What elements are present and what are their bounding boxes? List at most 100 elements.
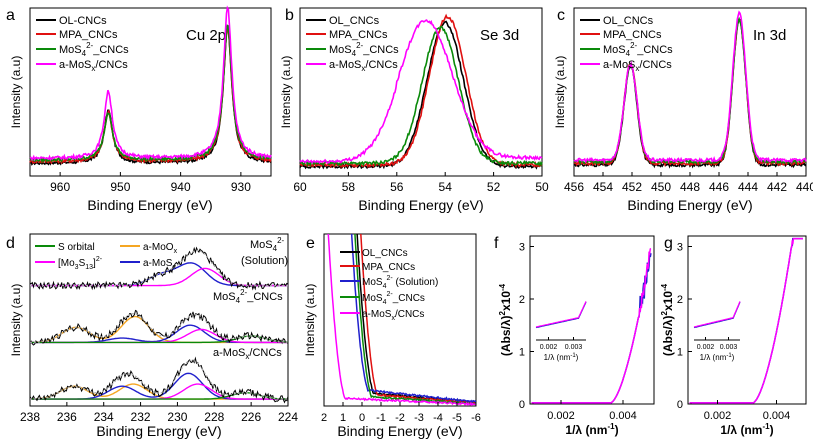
panel-e-ylabel: Intensity (a.u) — [303, 284, 317, 357]
legend-amosx: a-MoSx/CNCs — [362, 309, 424, 322]
spectrum-label-mos4-cncs: MoS42-_CNCs — [213, 288, 283, 305]
x-tick-label: 444 — [738, 180, 758, 194]
panel-label-g: g — [664, 235, 673, 252]
panel-e-ticks: 2 1 0 -1 -2 -3 -4 -5 -6 — [321, 402, 481, 424]
spectrum-label-amosx: a-MoSx/CNCs — [213, 347, 282, 361]
panel-a-xlabel: Binding Energy (eV) — [87, 197, 212, 213]
raw-spectrum — [29, 356, 289, 404]
x-tick-label: 0.004 — [763, 410, 791, 422]
legend-mpa: MPA_CNCs — [362, 262, 415, 273]
panel-b-frame — [299, 7, 543, 177]
panel-c-ticks: 456 454 452 450 448 446 444 442 440 — [564, 172, 813, 194]
inset-series-line — [693, 301, 741, 328]
series-line — [689, 237, 803, 404]
x-tick-label: 452 — [622, 180, 642, 194]
x-tick-label: -2 — [395, 412, 405, 424]
x-tick-label: 56 — [390, 180, 404, 194]
x-tick-label: 950 — [110, 180, 130, 194]
panel-g-curves: 0.002 0.003 1/λ (nm-1) — [689, 237, 803, 404]
inset-tick-label: 0.003 — [565, 344, 583, 351]
legend-s-orbital: S orbital — [58, 242, 95, 253]
x-tick-label: 226 — [241, 410, 261, 424]
x-tick-label: 960 — [50, 180, 70, 194]
legend-mos4: MoS42-_CNCs — [59, 41, 129, 58]
panel-d-ylabel: Intensity (a.u) — [9, 284, 23, 357]
legend-amosx: a-MoSx/CNCs — [329, 59, 398, 73]
panel-b-xlabel: Binding Energy (eV) — [358, 197, 483, 213]
panel-a: a Cu 2p OL-CNCs MPA_CNCs MoS42-_CNCs a-M… — [6, 5, 272, 213]
legend-mo3s13: [Mo3S13]2- — [58, 256, 103, 271]
series-line — [531, 247, 652, 404]
legend-mos4: MoS42-_CNCs — [329, 41, 399, 58]
panel-f: f 0.002 0.003 1/λ (nm-1) 0.002 0.004 0 1 2 3 1/… — [494, 235, 655, 437]
series-line — [573, 10, 807, 164]
legend-ol: OL_CNCs — [603, 15, 654, 27]
panel-a-curves — [29, 5, 272, 166]
legend-ol: OL-CNCs — [59, 15, 107, 27]
y-tick-label: 2 — [519, 294, 525, 306]
y-tick-label: 1 — [677, 347, 683, 359]
raw-spectrum — [29, 246, 289, 291]
legend-amosx: a-MoSx/CNCs — [59, 59, 128, 73]
panel-a-title: Cu 2p — [186, 27, 226, 44]
legend-mos4: MoS42-_CNCs — [362, 291, 425, 306]
spectrum-label-solution: MoS42- — [250, 236, 285, 253]
panel-b-title: Se 3d — [480, 27, 519, 44]
panel-e-curves — [327, 234, 476, 406]
fit-envelope — [30, 359, 289, 400]
inset-tick-label: 0.002 — [540, 344, 558, 351]
fit-component — [30, 267, 288, 287]
legend-mos4: MoS42-_CNCs — [603, 41, 673, 58]
x-tick-label: 0.004 — [609, 410, 637, 422]
panel-label-b: b — [285, 7, 294, 24]
series-line — [299, 19, 543, 165]
panel-d: d S orbital a-MoOx [Mo3S13]2- a-MoSx MoS… — [6, 233, 298, 439]
y-tick-label: 3 — [677, 242, 683, 254]
panel-c: c In 3d OL_CNCs MPA_CNCs MoS42-_CNCs a-M… — [553, 7, 813, 213]
x-tick-label: 230 — [167, 410, 187, 424]
x-tick-label: 232 — [131, 410, 151, 424]
y-tick-label: 2 — [677, 294, 683, 306]
panel-a-legend: OL-CNCs MPA_CNCs MoS42-_CNCs a-MoSx/CNCs — [36, 15, 129, 73]
legend-amoox: a-MoOx — [143, 242, 178, 255]
x-tick-label: -5 — [452, 412, 462, 424]
inset-series-line — [535, 301, 587, 328]
series-line — [360, 234, 476, 405]
y-tick-label: 3 — [519, 242, 525, 254]
x-tick-label: -1 — [376, 412, 386, 424]
panel-a-frame — [29, 7, 272, 177]
y-tick-label: 0 — [519, 399, 525, 411]
panel-f-xlabel: 1/λ (nm-1) — [565, 422, 618, 437]
x-tick-label: -4 — [433, 412, 443, 424]
panel-e: e OL_CNCs MPA_CNCs MoS42- (Solution) MoS… — [303, 233, 481, 439]
x-tick-label: 60 — [293, 180, 307, 194]
panel-d-xlabel: Binding Energy (eV) — [96, 423, 221, 439]
series-line — [299, 25, 543, 168]
y-tick-label: 1 — [519, 347, 525, 359]
legend-solution: MoS42- (Solution) — [362, 275, 438, 290]
inset-series-line — [693, 301, 741, 329]
legend-mpa: MPA_CNCs — [603, 29, 662, 41]
panel-label-a: a — [6, 7, 15, 24]
inset-xlabel: 1/λ (nm-1) — [544, 353, 579, 362]
x-tick-label: 228 — [204, 410, 224, 424]
x-tick-label: 1 — [340, 412, 346, 424]
panel-d-legend: S orbital a-MoOx [Mo3S13]2- a-MoSx — [35, 242, 178, 271]
panel-label-e: e — [306, 235, 315, 252]
inset-xlabel: 1/λ (nm-1) — [700, 353, 735, 362]
x-tick-label: 54 — [439, 180, 453, 194]
inset-series-line — [535, 301, 587, 329]
panel-b-ylabel: Intensity (a.u) — [279, 56, 293, 129]
panel-e-legend: OL_CNCs MPA_CNCs MoS42- (Solution) MoS42… — [340, 248, 438, 322]
panel-c-legend: OL_CNCs MPA_CNCs MoS42-_CNCs a-MoSx/CNCs — [580, 15, 673, 73]
x-tick-label: 450 — [651, 180, 671, 194]
x-tick-label: 442 — [767, 180, 787, 194]
x-tick-label: 454 — [593, 180, 613, 194]
x-tick-label: 0.002 — [547, 410, 575, 422]
panel-g-xlabel: 1/λ (nm-1) — [720, 422, 773, 437]
x-tick-label: 50 — [535, 180, 549, 194]
panel-e-xlabel: Binding Energy (eV) — [337, 423, 462, 439]
fit-component — [30, 335, 289, 344]
series-line — [689, 237, 803, 404]
